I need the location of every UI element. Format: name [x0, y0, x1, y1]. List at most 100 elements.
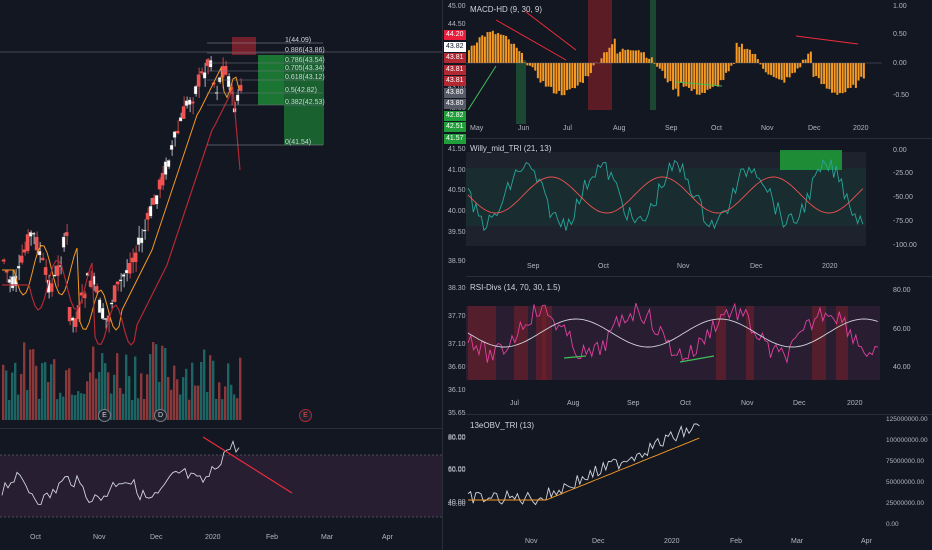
macd-bar [799, 63, 802, 68]
macd-title[interactable]: MACD-HD (9, 30, 9) [470, 5, 543, 14]
macd-bar [823, 63, 826, 85]
main-price-chart[interactable] [0, 0, 442, 428]
rsidivs-signal-zone [836, 306, 848, 380]
macd-chart [466, 0, 882, 124]
volume-bar [158, 381, 161, 420]
rsi-pane[interactable] [0, 429, 442, 529]
macd-bar [709, 63, 712, 89]
macd-bar [579, 63, 582, 83]
rsidivs-title[interactable]: RSI-Divs (14, 70, 30, 1.5) [470, 283, 561, 292]
fib-label: 0.5(42.82) [285, 87, 317, 94]
obv-line [467, 423, 700, 506]
obv-time-label: Mar [791, 538, 804, 545]
macd-bar [648, 58, 651, 63]
obv-chart [467, 423, 700, 506]
candle-body [166, 160, 171, 168]
volume-bar [155, 344, 158, 420]
macd-bar [650, 57, 653, 63]
macd-bar [627, 49, 629, 63]
macd-time-label: Dec [808, 125, 821, 132]
volume-bar [191, 362, 194, 420]
pane-separator[interactable] [0, 428, 442, 429]
macd-signal-zone [650, 0, 656, 110]
candle-body [127, 262, 132, 274]
willy-time-label: Nov [677, 263, 690, 270]
rsidivs-pane[interactable] [466, 278, 882, 396]
macd-bar [738, 46, 741, 63]
volume-bar [35, 365, 38, 420]
macd-axis-label: -0.50 [893, 92, 909, 99]
earnings-marker[interactable]: E [98, 409, 111, 422]
main-price-pane[interactable] [0, 0, 442, 428]
willy-pane[interactable] [466, 140, 882, 256]
macd-bar [486, 32, 489, 63]
volume-bar [74, 395, 77, 420]
candle-body [169, 144, 174, 150]
macd-bar [661, 63, 664, 71]
volume-bar [20, 374, 23, 420]
willy-title[interactable]: Willy_mid_TRI (21, 13) [470, 144, 552, 153]
obv-title[interactable]: 13eOBV_TRI (13) [470, 421, 535, 430]
obv-time-label: Nov [525, 538, 538, 545]
volume-bar [68, 368, 71, 420]
macd-signal-zone [516, 60, 526, 124]
candle-body [7, 279, 12, 284]
volume-bar [77, 391, 80, 420]
macd-bar [841, 63, 844, 94]
pane-separator[interactable] [466, 138, 932, 139]
macd-bar [542, 63, 545, 82]
price-axis-label: 37.10 [448, 341, 466, 348]
earnings-marker[interactable]: E [299, 409, 312, 422]
macd-bar [796, 63, 799, 69]
volume-bar [167, 376, 170, 420]
macd-bar [518, 51, 521, 63]
layout-divider[interactable] [442, 0, 443, 550]
macd-pane[interactable] [466, 0, 882, 132]
obv-pane[interactable] [466, 416, 882, 534]
rsidivs-time-label: Sep [627, 400, 640, 407]
willy-signal-line [467, 176, 864, 214]
candle-body [157, 179, 162, 190]
macd-bar [481, 35, 484, 63]
macd-bar [603, 52, 606, 63]
candle-body [193, 86, 198, 95]
earnings-marker[interactable]: D [154, 409, 167, 422]
volume-bar [200, 361, 203, 420]
price-tag: 43.82 [444, 41, 466, 52]
pane-separator[interactable] [466, 414, 932, 415]
macd-bar [815, 63, 818, 77]
volume-bar [104, 363, 107, 420]
candle-body [109, 302, 114, 305]
macd-bar [544, 63, 547, 87]
macd-bar [854, 63, 857, 88]
volume-bar [176, 379, 179, 420]
macd-bar [550, 63, 553, 87]
macd-bar [828, 63, 831, 90]
volume-bar [137, 398, 140, 420]
macd-bar [725, 63, 728, 73]
macd-bar [820, 63, 823, 85]
volume-bar [95, 378, 98, 420]
volume-bar [80, 393, 83, 420]
pane-separator[interactable] [466, 276, 932, 277]
macd-bar [770, 63, 773, 76]
macd-bar [791, 63, 794, 74]
macd-bar [701, 63, 704, 93]
candle-body [154, 195, 159, 205]
macd-bar [507, 39, 510, 63]
candle-body [28, 231, 33, 237]
macd-bar [780, 63, 783, 80]
price-tag: 44.20 [444, 30, 466, 40]
macd-bar [804, 59, 807, 63]
willy-axis-label: -100.00 [893, 242, 917, 249]
volume-bar [125, 354, 128, 420]
macd-time-label: Jun [518, 125, 530, 132]
macd-bar [568, 63, 571, 90]
price-axis-label: 38.90 [448, 258, 466, 265]
macd-time-label: 2020 [853, 125, 869, 132]
obv-left-axis-label: 40.00 [448, 499, 466, 506]
macd-bar [536, 63, 539, 79]
macd-bar [600, 58, 603, 63]
macd-bar [581, 63, 584, 83]
rsi-chart [0, 436, 442, 518]
